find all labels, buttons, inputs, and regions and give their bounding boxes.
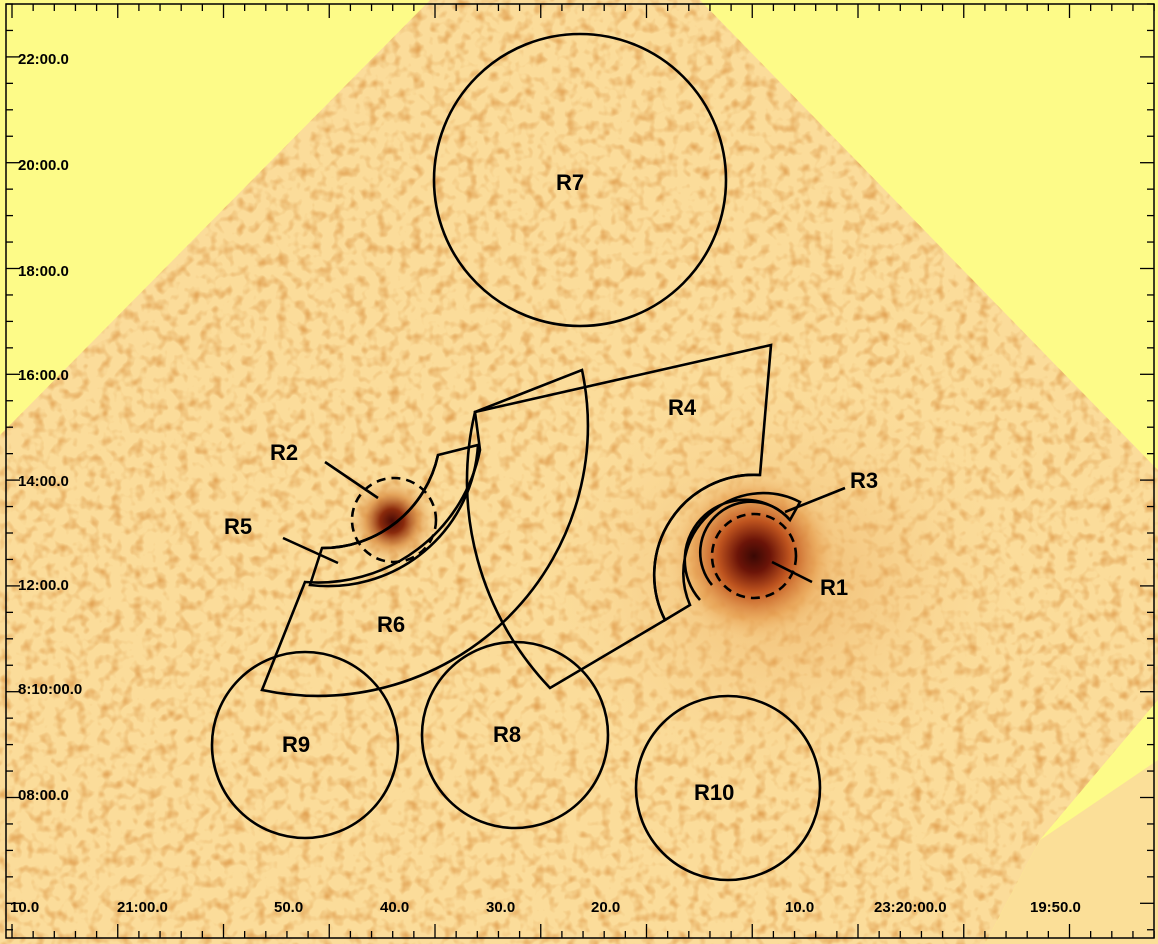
plot-frame [5,3,1155,939]
leader-r5 [282,536,339,565]
region-r2-dashed-circle [350,476,438,564]
dec-label: 8:10:00.0 [18,681,82,698]
ra-label: 30.0 [486,899,515,916]
label-r1: R1 [820,575,848,600]
label-r9: R9 [282,732,310,757]
label-r10: R10 [694,780,734,805]
ra-label: 23:20:00.0 [874,899,947,916]
ra-label: 20.0 [591,899,620,916]
label-r3: R3 [850,468,878,493]
dec-label: 14:00.0 [18,473,69,490]
label-r6: R6 [377,612,405,637]
region-r3-annulus [652,473,802,622]
ra-label: 19:50.0 [1030,899,1081,916]
region-labels: R7 R4 R2 R3 R5 R1 R6 R9 R8 R10 [224,170,878,805]
axis-ticks [6,3,1155,938]
ra-label: 10.0 [785,899,814,916]
dec-axis-labels: 22:00.0 20:00.0 18:00.0 16:00.0 14:00.0 … [18,51,82,804]
label-r2: R2 [270,440,298,465]
ra-axis-labels: 10.0 21:00.0 50.0 40.0 30.0 20.0 10.0 23… [10,899,1081,916]
region-overlays [210,32,846,882]
leader-r1 [771,560,813,584]
region-r10-circle [634,694,822,882]
ra-label: 50.0 [274,899,303,916]
leader-r2 [324,460,379,500]
region-r7-circle [432,32,728,328]
ra-label: 40.0 [380,899,409,916]
region-r1-dashed-circle [710,512,798,600]
dec-label: 18:00.0 [18,263,69,280]
region-r2-arc [321,454,440,550]
dec-label: 12:00.0 [18,577,69,594]
dec-label: 22:00.0 [18,51,69,68]
label-r8: R8 [493,722,521,747]
source-r2 [344,473,440,569]
label-r4: R4 [668,395,697,420]
region-r9-circle [210,650,400,840]
region-r1-arc [698,500,791,586]
dec-label: 08:00.0 [18,787,69,804]
label-r7: R7 [556,170,584,195]
ra-label: 21:00.0 [117,899,168,916]
ra-label: 10.0 [10,899,39,916]
dec-label: 20:00.0 [18,157,69,174]
label-r5: R5 [224,514,252,539]
dec-label: 16:00.0 [18,367,69,384]
leader-r3 [784,486,846,514]
detector-patch-lower-right [985,760,1158,944]
